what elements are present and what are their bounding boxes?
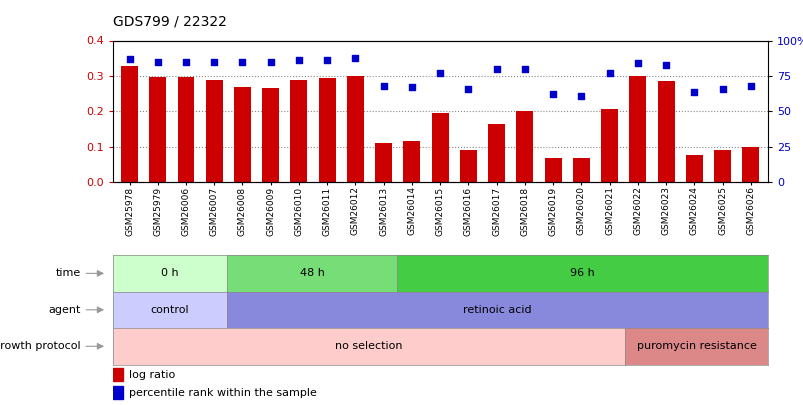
Point — [320, 57, 333, 64]
Bar — [629, 76, 646, 182]
Point — [405, 84, 418, 91]
Text: agent: agent — [49, 305, 81, 315]
Text: retinoic acid: retinoic acid — [463, 305, 531, 315]
Bar — [112, 368, 123, 381]
Point — [292, 57, 305, 64]
Point — [744, 83, 756, 89]
Point — [151, 59, 164, 65]
Bar — [713, 149, 730, 182]
Point — [377, 83, 389, 89]
Bar — [657, 81, 674, 182]
Bar — [459, 149, 476, 182]
Text: time: time — [55, 269, 81, 278]
Text: 48 h: 48 h — [300, 269, 324, 278]
Text: growth protocol: growth protocol — [0, 341, 81, 351]
Bar — [431, 113, 448, 182]
Bar — [318, 78, 336, 182]
Point — [715, 85, 728, 92]
Text: log ratio: log ratio — [128, 370, 175, 380]
Text: 96 h: 96 h — [569, 269, 594, 278]
Bar — [573, 158, 589, 182]
Point — [659, 62, 672, 68]
Bar — [149, 77, 166, 182]
Bar — [177, 77, 194, 182]
Bar — [516, 111, 532, 182]
Point — [349, 54, 361, 61]
Bar — [685, 155, 702, 182]
Point — [207, 59, 220, 65]
Point — [179, 59, 192, 65]
Text: no selection: no selection — [335, 341, 402, 351]
Point — [546, 91, 559, 98]
Point — [602, 70, 615, 77]
Point — [462, 85, 475, 92]
Point — [236, 59, 249, 65]
Bar — [234, 87, 251, 182]
Point — [687, 88, 700, 95]
Bar — [262, 88, 279, 182]
Bar — [347, 76, 364, 182]
Point — [518, 66, 531, 72]
Bar — [741, 147, 758, 182]
Bar — [375, 143, 392, 182]
Text: control: control — [150, 305, 189, 315]
Point — [264, 59, 277, 65]
Bar — [290, 80, 307, 182]
Text: percentile rank within the sample: percentile rank within the sample — [128, 388, 316, 398]
Bar — [112, 386, 123, 399]
Bar — [403, 141, 420, 182]
Bar — [206, 80, 222, 182]
Text: 0 h: 0 h — [161, 269, 178, 278]
Bar — [487, 124, 504, 182]
Point — [434, 70, 446, 77]
Point — [574, 93, 587, 99]
Point — [490, 66, 503, 72]
Bar — [601, 109, 618, 182]
Point — [123, 56, 136, 62]
Bar — [544, 158, 561, 182]
Text: puromycin resistance: puromycin resistance — [636, 341, 756, 351]
Text: GDS799 / 22322: GDS799 / 22322 — [112, 14, 226, 28]
Bar — [121, 66, 138, 182]
Point — [630, 60, 643, 66]
